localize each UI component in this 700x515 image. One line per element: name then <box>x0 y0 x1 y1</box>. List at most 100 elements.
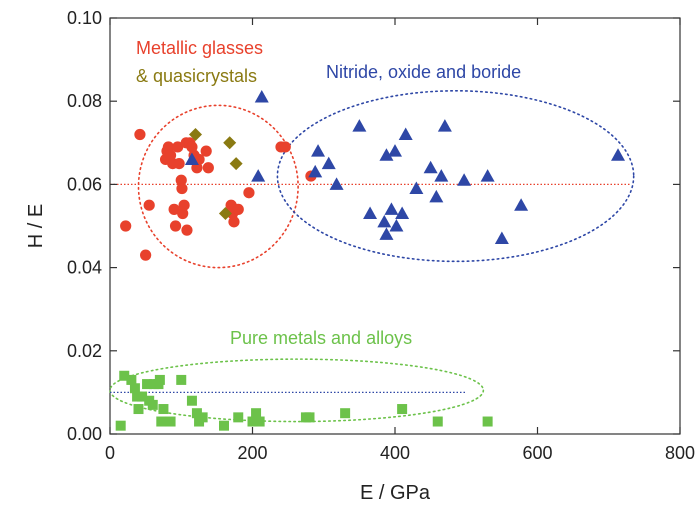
annotation-metallic-line2: & quasicrystals <box>136 66 257 86</box>
tick-layer: 0 200 400 600 800 0.00 0.02 0.04 0.06 0.08 0.10 <box>67 8 695 463</box>
reference-line-layer <box>110 183 631 394</box>
point-square <box>247 416 258 427</box>
enclosure-layer <box>109 90 635 423</box>
point-square <box>176 374 187 385</box>
point-triangle <box>480 169 495 182</box>
point-square <box>119 370 130 381</box>
point-circle <box>178 199 190 211</box>
point-triangle <box>251 169 266 182</box>
point-circle <box>120 220 132 232</box>
y-tick-label: 0.02 <box>67 341 102 361</box>
point-triangle <box>384 202 399 215</box>
point-triangle <box>377 214 392 228</box>
point-square <box>115 420 126 431</box>
point-square <box>233 412 244 423</box>
point-square <box>156 416 167 427</box>
point-triangle <box>363 206 378 220</box>
point-triangle <box>352 119 367 132</box>
point-circle <box>140 249 152 261</box>
point-diamond <box>218 207 232 221</box>
x-tick-label: 0 <box>105 443 115 463</box>
point-layer <box>115 90 626 431</box>
point-square <box>142 379 153 390</box>
point-square <box>304 412 315 423</box>
point-triangle <box>254 90 269 103</box>
point-square <box>432 416 443 427</box>
y-axis-label: H / E <box>25 204 47 248</box>
x-tick-label: 200 <box>237 443 267 463</box>
point-square <box>158 404 169 415</box>
point-triangle <box>409 181 424 195</box>
point-circle <box>143 199 155 211</box>
point-square <box>147 399 158 410</box>
x-axis-label: E / GPa <box>360 482 431 504</box>
point-diamond <box>223 136 237 150</box>
x-tick-label: 800 <box>665 443 695 463</box>
point-triangle <box>398 127 413 140</box>
point-circle <box>169 220 182 232</box>
y-tick-label: 0.06 <box>67 174 102 194</box>
point-triangle <box>611 148 626 161</box>
y-tick-label: 0.00 <box>67 424 102 444</box>
point-triangle <box>514 198 529 211</box>
point-triangle <box>429 189 444 203</box>
point-circle <box>279 141 291 153</box>
point-circle <box>200 145 212 157</box>
point-square <box>154 374 165 385</box>
point-circle <box>243 187 255 199</box>
point-triangle <box>388 144 402 157</box>
point-diamond <box>229 157 243 171</box>
annotation-pure: Pure metals and alloys <box>230 328 412 348</box>
enclosure-ellipse-2 <box>109 358 485 423</box>
point-circle <box>176 182 188 195</box>
annotation-metallic-line1: Metallic glasses <box>136 38 263 58</box>
point-square <box>129 383 140 394</box>
point-square <box>165 416 176 427</box>
point-diamond <box>189 127 202 141</box>
point-square <box>197 412 208 423</box>
point-circle <box>232 203 244 215</box>
point-triangle <box>434 169 449 182</box>
point-circle <box>177 207 189 220</box>
point-triangle <box>308 164 323 178</box>
point-square <box>126 374 137 385</box>
point-triangle <box>329 177 344 190</box>
point-circle <box>175 174 187 186</box>
y-tick-label: 0.08 <box>67 91 102 111</box>
point-circle <box>173 158 185 170</box>
point-triangle <box>423 160 438 174</box>
point-circle <box>168 203 180 215</box>
point-circle <box>181 224 193 236</box>
point-circle <box>202 162 214 174</box>
point-square <box>482 416 493 427</box>
point-triangle <box>389 219 404 232</box>
point-square <box>186 395 197 406</box>
point-square <box>137 391 148 402</box>
point-square <box>219 420 229 431</box>
point-square <box>251 408 262 419</box>
point-triangle <box>437 119 452 132</box>
point-square <box>397 404 408 415</box>
y-tick-label: 0.04 <box>67 258 102 278</box>
point-circle <box>228 216 240 228</box>
annotation-nitride: Nitride, oxide and boride <box>326 62 521 82</box>
x-tick-label: 600 <box>522 443 552 463</box>
enclosure-ellipse-0 <box>137 104 299 269</box>
point-triangle <box>379 227 394 240</box>
point-triangle <box>494 231 509 244</box>
enclosure-ellipse-1 <box>276 90 635 263</box>
point-square <box>254 416 265 427</box>
point-circle <box>172 141 184 153</box>
y-tick-label: 0.10 <box>67 8 102 28</box>
point-triangle <box>184 152 199 165</box>
point-triangle <box>311 144 326 157</box>
x-tick-label: 400 <box>380 443 410 463</box>
point-square <box>340 408 351 419</box>
point-triangle <box>379 148 394 161</box>
point-triangle <box>395 206 410 220</box>
point-triangle <box>457 173 472 186</box>
point-triangle <box>321 156 336 170</box>
point-square <box>133 404 144 415</box>
